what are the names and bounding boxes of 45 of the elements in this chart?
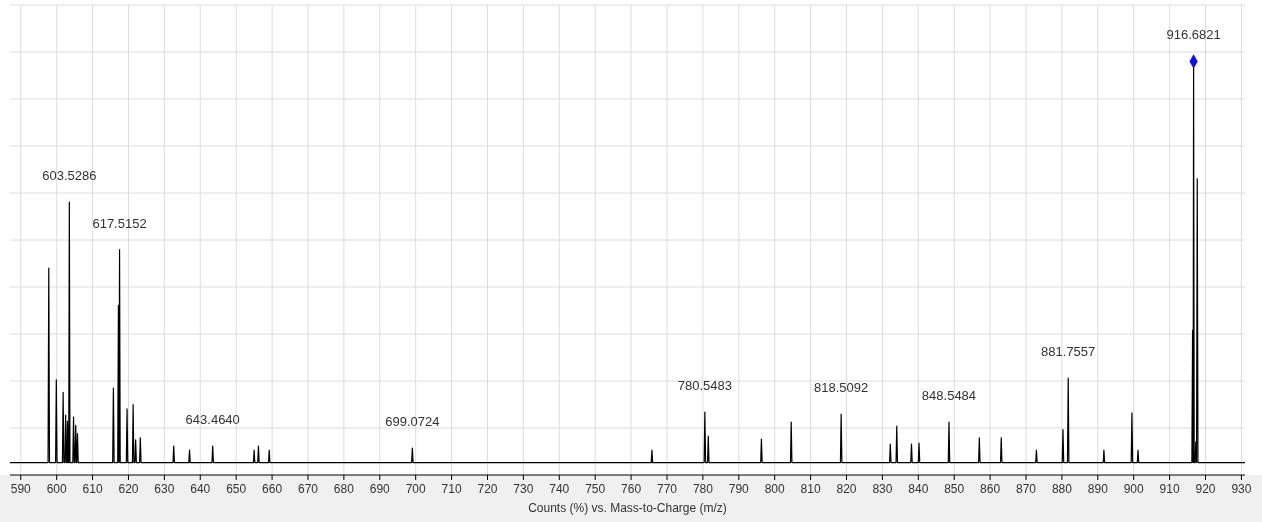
annotation: 818.5092: [814, 380, 869, 396]
x-tick-label: 690: [369, 482, 391, 496]
x-tick-label: 650: [226, 482, 247, 496]
x-tick-label: 640: [190, 482, 211, 496]
x-tick-label: 850: [944, 482, 965, 496]
annotation: 643.4640: [185, 412, 240, 428]
x-tick-label: 870: [1015, 482, 1037, 496]
x-tick-label: 610: [82, 482, 103, 496]
x-tick-label: 880: [1051, 482, 1073, 496]
x-tick-label: 660: [262, 482, 283, 496]
x-tick-label: 780: [692, 482, 714, 496]
x-tick-label: 670: [297, 482, 319, 496]
x-tick-label: 620: [118, 482, 139, 496]
annotation: 617.5152: [92, 215, 147, 231]
x-tick-label: 820: [836, 482, 857, 496]
x-tick-label: 900: [1123, 482, 1145, 496]
x-tick-label: 800: [764, 482, 786, 496]
x-tick-label: 680: [333, 482, 355, 496]
annotation: 603.5286: [42, 168, 97, 184]
x-tick-label: 860: [980, 482, 1001, 496]
x-tick-label: 750: [585, 482, 606, 496]
x-tick-label: 790: [728, 482, 750, 496]
x-tick-label: 710: [441, 482, 462, 496]
x-tick-label: 830: [872, 482, 893, 496]
x-tick-label: 630: [154, 482, 175, 496]
x-tick-label: 700: [405, 482, 427, 496]
x-axis-title: Counts (%) vs. Mass-to-Charge (m/z): [528, 501, 727, 515]
x-tick-label: 920: [1195, 482, 1216, 496]
annotation: 848.5484: [921, 388, 977, 404]
x-tick-label: 930: [1231, 482, 1252, 496]
x-tick-label: 890: [1087, 482, 1109, 496]
x-tick-label: 760: [621, 482, 642, 496]
x-tick-label: 720: [477, 482, 498, 496]
annotation: 881.7557: [1041, 344, 1096, 360]
annotation: 699.0724: [385, 414, 440, 430]
x-tick-label: 600: [46, 482, 67, 496]
x-tick-label: 840: [908, 482, 929, 496]
x-tick-label: 810: [800, 482, 821, 496]
x-tick-label: 740: [549, 482, 570, 496]
x-tick-label: 730: [513, 482, 534, 496]
x-tick-label: 910: [1159, 482, 1180, 496]
x-tick-label: 770: [656, 482, 678, 496]
annotation: 916.6821: [1166, 27, 1221, 43]
x-tick-label: 590: [10, 482, 32, 496]
annotation: 780.5483: [677, 378, 732, 394]
